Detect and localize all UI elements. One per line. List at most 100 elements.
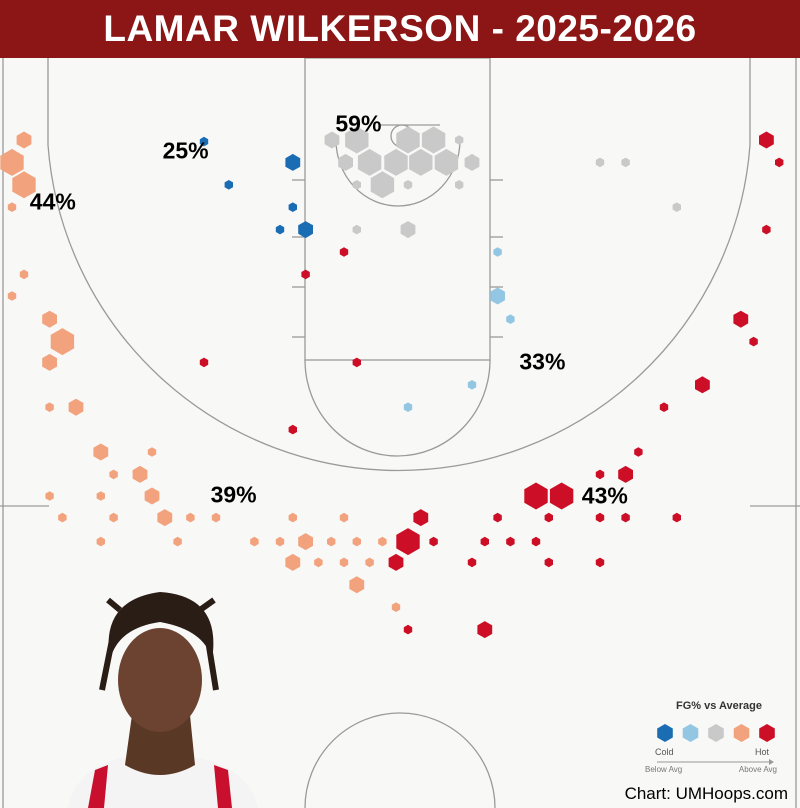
shot-hex <box>298 221 313 239</box>
shot-hex <box>434 148 459 176</box>
legend-swatch-icon <box>708 724 724 742</box>
shot-hex <box>455 180 464 190</box>
shot-hex <box>288 512 297 523</box>
legend-swatch-icon <box>759 724 775 742</box>
shot-hex <box>749 336 758 347</box>
shot-hex <box>455 135 464 145</box>
shot-hex <box>464 153 480 171</box>
hex-layer <box>0 126 784 639</box>
arrow-head-icon <box>769 759 774 765</box>
shot-hex <box>775 157 784 168</box>
shot-hex <box>357 148 382 176</box>
shot-hex <box>403 402 413 412</box>
shot-hex <box>695 376 710 394</box>
shot-hex <box>549 482 574 510</box>
shot-hex <box>45 491 54 501</box>
shot-hex <box>733 310 749 328</box>
shot-hex <box>493 247 502 257</box>
shot-hex <box>493 512 502 523</box>
shot-hex <box>288 424 297 435</box>
shot-hex <box>352 536 361 547</box>
legend-below: Below Avg <box>645 765 683 774</box>
shot-hex <box>421 126 446 154</box>
legend-title: FG% vs Average <box>675 700 762 712</box>
shot-hex <box>186 512 195 523</box>
shot-hex <box>352 224 361 235</box>
shot-hex <box>365 557 374 568</box>
legend-swatch-icon <box>733 724 750 742</box>
center-circle <box>304 712 496 808</box>
shot-hex <box>285 153 301 171</box>
shot-hex <box>384 148 408 176</box>
shot-hex <box>275 224 285 235</box>
shot-hex <box>391 602 401 612</box>
shot-hex <box>7 202 17 212</box>
shot-hex <box>634 447 643 457</box>
shot-hex <box>96 536 105 547</box>
free-throw-circle <box>304 359 491 457</box>
shot-hex <box>288 202 297 212</box>
shot-hex <box>345 126 369 154</box>
legend-swatch-icon <box>657 724 673 742</box>
legend: FG% vs Average Cold Hot Below Avg Above … <box>645 700 785 775</box>
player-photo <box>68 592 258 808</box>
shot-hex <box>595 157 605 168</box>
shot-hex <box>224 180 233 190</box>
shot-hex <box>352 357 361 368</box>
shot-hex <box>339 557 349 568</box>
shot-hex <box>211 512 221 523</box>
shot-hex <box>339 512 349 523</box>
zone-fg-label: 44% <box>29 188 76 215</box>
legend-hot: Hot <box>755 747 770 757</box>
hair <box>108 592 214 660</box>
shot-hex <box>621 157 630 168</box>
three-point-line <box>47 58 751 472</box>
shot-hex <box>199 357 209 368</box>
shot-hex <box>50 328 75 356</box>
shot-hex <box>621 512 630 523</box>
shot-hex <box>157 509 173 527</box>
shot-hex <box>132 465 148 483</box>
shot-hex <box>672 202 681 212</box>
shot-hex <box>409 148 433 176</box>
shot-hex <box>595 469 605 480</box>
shot-hex <box>477 621 493 639</box>
shot-hex <box>144 487 160 505</box>
shot-hex <box>544 557 553 568</box>
shot-hex <box>42 310 57 328</box>
shot-hex <box>595 557 605 568</box>
shot-hex <box>762 224 771 235</box>
neck <box>125 715 195 775</box>
shot-hex <box>467 380 477 390</box>
shot-hex <box>480 536 489 547</box>
shot-hex <box>16 131 32 149</box>
shot-hex <box>659 402 669 412</box>
shot-hex <box>250 536 259 547</box>
zone-fg-label: 33% <box>519 348 566 375</box>
shot-hex <box>0 148 24 176</box>
shot-hex <box>275 536 285 547</box>
shot-hex <box>68 398 84 416</box>
jersey <box>68 758 258 808</box>
shot-hex <box>403 624 413 635</box>
shot-hex <box>400 221 416 239</box>
shot-hex <box>396 126 420 154</box>
paint <box>304 57 491 361</box>
shot-hex <box>467 557 477 568</box>
shot-hex <box>96 491 105 501</box>
shot-hex <box>338 153 353 171</box>
legend-scale: Cold Hot <box>655 724 775 765</box>
shot-hex <box>12 171 36 199</box>
zone-fg-label: 25% <box>162 137 209 164</box>
shot-hex <box>506 314 515 324</box>
shot-hex <box>147 447 157 457</box>
shot-hex <box>429 536 438 547</box>
shot-hex <box>199 136 209 147</box>
shot-hex <box>109 512 118 523</box>
shot-hex <box>339 247 349 257</box>
shot-hex <box>314 557 323 568</box>
shot-hex <box>672 512 681 523</box>
shot-hex <box>490 287 505 305</box>
shot-hex <box>378 536 387 547</box>
